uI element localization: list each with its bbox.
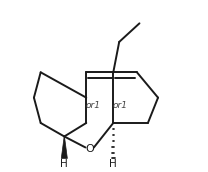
Text: O: O: [85, 144, 94, 154]
Text: or1: or1: [85, 101, 100, 110]
Text: or1: or1: [113, 101, 128, 110]
Text: H: H: [109, 159, 117, 169]
Text: H: H: [61, 159, 68, 169]
Polygon shape: [61, 136, 67, 158]
